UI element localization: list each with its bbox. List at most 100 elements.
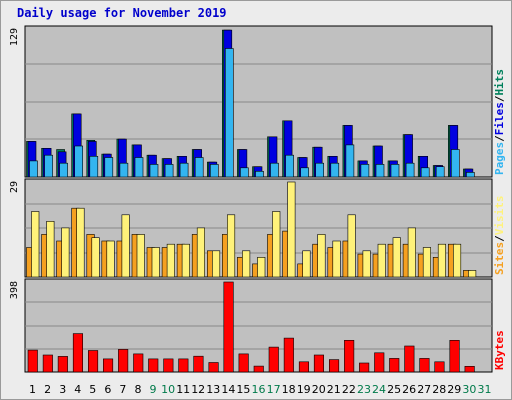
x-tick-label: 29 [447,383,461,396]
bar-kbytes [27,349,38,373]
x-tick-label: 3 [59,383,66,396]
bar-sites [76,207,85,278]
x-tick-label: 14 [221,383,235,396]
bar-sites [242,250,251,278]
legend-1: Pages/Files/Hits [493,69,506,175]
bar-kbytes [57,356,68,373]
bar-sites [121,214,130,278]
x-tick-label: 9 [150,383,157,396]
bar-sites [422,247,432,278]
x-tick-label: 18 [282,383,296,396]
x-tick-label: 12 [191,383,205,396]
bar-sites [272,211,281,278]
bar-kbytes [193,355,204,373]
x-tick-label: 20 [312,383,326,396]
bar-pages [375,164,385,178]
bar-kbytes [404,345,415,373]
bar-kbytes [103,358,114,373]
bar-pages [44,154,53,178]
legend-entry: Pages [493,142,506,175]
x-tick-label: 25 [387,383,401,396]
x-tick-label: 16 [252,383,266,396]
bar-sites [61,227,70,278]
bar-sites [317,234,326,278]
x-tick-label: 4 [74,383,81,396]
x-tick-label: 30 [462,383,476,396]
legend-entry: / [493,235,506,242]
bar-pages [134,157,144,178]
x-tick-label: 2 [44,383,51,396]
bar-kbytes [389,358,400,373]
legend-entry: / [493,95,506,102]
bar-pages [179,162,189,178]
bar-sites [392,237,401,278]
bar-pages [119,162,129,178]
x-tick-label: 24 [372,383,386,396]
bar-pages [466,172,475,178]
bar-pages [74,145,83,178]
x-tick-label: 31 [478,383,492,396]
y-max-label: 29 [9,181,20,193]
bar-pages [89,156,99,178]
bar-kbytes [374,352,385,373]
bar-kbytes [359,362,370,373]
bar-pages [270,162,279,178]
bar-sites [437,243,447,278]
bar-pages [255,171,264,178]
y-max-label: 129 [9,28,20,46]
bar-pages [300,167,310,178]
bar-sites [212,250,221,278]
bar-sites [302,250,311,278]
bar-pages [345,144,355,178]
bar-sites [362,250,371,278]
bar-kbytes [283,337,294,373]
bar-pages [360,164,370,178]
bar-sites [287,181,296,278]
bar-kbytes [88,350,99,373]
x-tick-label: 1 [29,383,36,396]
bar-kbytes [148,358,159,373]
bar-sites [166,243,175,278]
bar-kbytes [464,365,475,373]
bar-kbytes [253,365,264,373]
legend-entry: Hits [493,69,506,96]
bar-kbytes [223,281,234,373]
x-tick-label: 8 [135,383,142,396]
bar-kbytes [298,361,310,373]
bar-sites [106,240,115,278]
bar-kbytes [268,346,279,373]
x-tick-label: 13 [206,383,220,396]
bar-pages [164,164,174,178]
bar-sites [347,214,356,278]
x-tick-label: 27 [417,383,431,396]
x-tick-label: 7 [119,383,126,396]
legend-3: KBytes [493,330,506,370]
bar-sites [407,227,416,278]
bar-sites [332,240,341,278]
bar-kbytes [42,354,53,373]
bar-pages [315,162,325,178]
y-max-label: 398 [9,281,20,299]
bar-sites [452,243,462,278]
bar-pages [194,157,204,178]
bar-kbytes [72,333,83,373]
bar-pages [285,154,294,178]
chart-title: Daily usage for November 2019 [17,6,227,20]
bar-kbytes [344,339,355,373]
legend-entry: Sites [493,242,506,275]
bar-sites [151,247,160,278]
legend-entry: Files [493,102,506,135]
bar-sites [31,211,40,278]
bar-pages [59,162,68,178]
bar-sites [196,227,205,278]
bar-sites [468,270,477,278]
bar-sites [377,243,386,278]
bar-kbytes [328,359,340,373]
bar-sites [227,214,236,278]
bar-sites [257,256,266,278]
bar-pages [29,160,38,178]
bar-pages [390,164,400,178]
bar-kbytes [238,353,249,373]
bar-kbytes [313,354,325,373]
bar-pages [330,162,340,178]
